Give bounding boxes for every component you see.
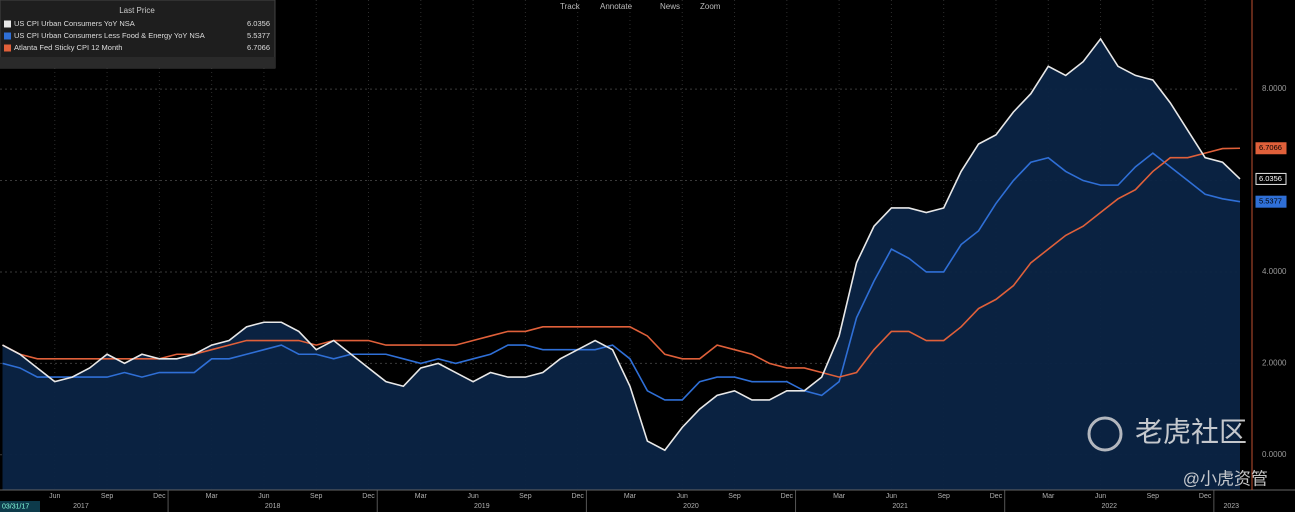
legend-name: US CPI Urban Consumers Less Food & Energ… [14,31,205,40]
date-box [0,501,40,512]
x-tick-label: Sep [519,493,532,500]
legend-footer [0,57,275,68]
value-tag [1255,142,1287,155]
y-tick-label: 2.0000 [1262,358,1287,367]
toolbar-button[interactable]: Zoom [700,2,721,11]
line-series [2,37,1241,452]
year-label: 2021 [892,503,908,510]
value-tag-label: 6.7066 [1259,143,1282,152]
x-tick-label: Sep [937,493,950,500]
legend-swatch [4,44,11,52]
y-tick-label: 8.0000 [1262,84,1287,93]
credit: @小虎资管 [1183,469,1268,488]
y-tick-label: 4.0000 [1262,267,1287,276]
legend-name: US CPI Urban Consumers YoY NSA [14,19,135,28]
legend-value: 6.0356 [247,19,270,28]
legend-title: Last Price [119,6,155,15]
line-series [2,147,1241,378]
x-tick-label: Sep [310,493,323,500]
x-tick-label: Mar [833,493,846,500]
legend-swatch [4,32,11,40]
x-tick-label: Jun [886,493,897,500]
x-tick-label: Mar [206,493,219,500]
start-date: 03/31/17 [2,503,29,510]
legend-box [0,0,276,69]
year-label: 2018 [265,503,281,510]
legend-value: 6.7066 [247,43,270,52]
x-tick-label: Sep [1147,493,1160,500]
toolbar-button[interactable]: Track [560,2,581,11]
value-tag-label: 5.5377 [1259,197,1282,206]
value-tag [1255,172,1287,185]
x-tick-label: Sep [728,493,741,500]
y-tick-label: 0.0000 [1262,450,1287,459]
x-tick-label: Jun [1095,493,1106,500]
year-label: 2017 [73,503,89,510]
x-tick-label: Sep [101,493,114,500]
x-tick-label: Dec [571,493,584,500]
x-tick-label: Mar [624,493,637,500]
x-tick-label: Dec [1199,493,1212,500]
x-tick-label: Dec [781,493,794,500]
x-tick-label: Dec [362,493,375,500]
x-tick-label: Jun [49,493,60,500]
value-tag-label: 6.0356 [1259,174,1282,183]
legend-swatch [4,20,11,28]
x-tick-label: Jun [677,493,688,500]
legend-value: 5.5377 [247,31,270,40]
legend-name: Atlanta Fed Sticky CPI 12 Month [14,43,122,52]
toolbar-button[interactable]: Annotate [600,2,633,11]
year-label: 2019 [474,503,490,510]
x-tick-label: Mar [415,493,428,500]
area-fill [2,38,1240,491]
year-label: 2022 [1101,503,1117,510]
x-tick-label: Dec [153,493,166,500]
x-tick-label: Jun [258,493,269,500]
line-series [2,152,1241,401]
x-tick-label: Mar [1042,493,1055,500]
watermark: 老虎社区 [1135,416,1247,447]
value-tag [1255,195,1287,208]
x-tick-label: Jun [467,493,478,500]
x-tick-label: Dec [990,493,1003,500]
year-label: 2023 [1223,503,1239,510]
toolbar-button[interactable]: News [660,2,680,11]
watermark-logo [1087,416,1123,452]
year-label: 2020 [683,503,699,510]
